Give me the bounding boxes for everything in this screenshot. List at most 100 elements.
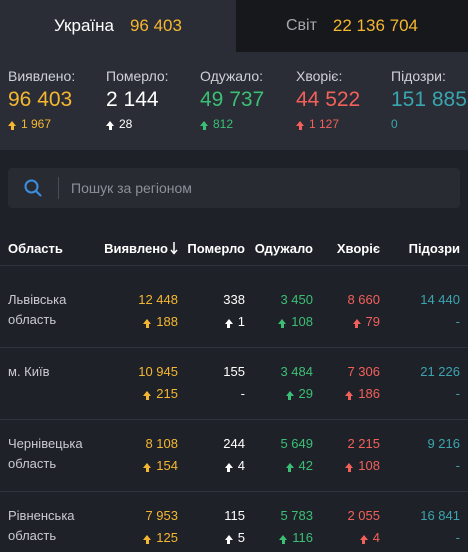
stat-delta: 0 <box>391 117 398 131</box>
arrow-up-icon <box>359 535 368 544</box>
arrow-up-icon <box>285 463 294 472</box>
arrow-up-icon <box>224 463 233 472</box>
cell-value: 2 055 <box>347 508 380 523</box>
cell-value: 5 649 <box>280 436 313 451</box>
column-header-region[interactable]: Область <box>8 241 63 256</box>
arrow-up-icon <box>143 319 152 328</box>
region-name: Львівська область <box>8 290 108 330</box>
stat-label: Підозри: <box>391 68 446 84</box>
region-name: м. Київ <box>8 362 108 382</box>
cell-delta: - <box>420 384 460 404</box>
cell-delta: - <box>223 384 245 404</box>
cell-delta-value: 4 <box>372 530 380 545</box>
cell-confirmed: 12 448 188 <box>138 290 178 332</box>
stat-delta: 812 <box>200 117 264 131</box>
cell-delta-value: 1 <box>237 314 245 329</box>
column-header-confirmed[interactable]: Виявлено <box>104 241 178 256</box>
cell-delta: 154 <box>143 456 178 476</box>
cell-value: 16 841 <box>420 508 460 523</box>
stat-recovered: Одужало: 49 737 812 <box>200 68 264 131</box>
cell-value: 2 215 <box>347 436 380 451</box>
arrow-up-icon <box>296 121 304 130</box>
arrow-up-icon <box>224 535 233 544</box>
stat-delta: 28 <box>106 117 169 131</box>
stat-delta-value: 1 967 <box>21 117 52 131</box>
stat-label: Виявлено: <box>8 68 76 84</box>
arrow-up-icon <box>285 391 294 400</box>
tab-ukraine[interactable]: Україна 96 403 <box>0 0 236 52</box>
cell-value: 9 216 <box>427 436 460 451</box>
tab-world[interactable]: Світ 22 136 704 <box>236 0 468 52</box>
cell-deaths: 155 - <box>223 362 245 404</box>
cell-delta: 108 <box>345 456 380 476</box>
cell-value: 115 <box>224 508 245 523</box>
tab-name: Світ <box>285 17 317 34</box>
search-icon[interactable] <box>8 168 58 208</box>
stat-delta: 1 967 <box>8 117 75 131</box>
cell-delta: 188 <box>138 312 178 332</box>
cell-delta: - <box>427 456 460 476</box>
region-name-line: Рівненська <box>8 508 75 523</box>
stat-value: 151 885 <box>391 88 467 111</box>
stat-delta: 1 127 <box>296 117 360 131</box>
cell-delta: 116 <box>279 528 313 548</box>
cell-value: 21 226 <box>420 364 460 379</box>
column-header-deaths[interactable]: Померло <box>187 241 245 256</box>
summary-panel: Виявлено: 96 403 1 967 Померло: 2 144 28… <box>0 52 468 150</box>
stat-delta-value: 812 <box>213 117 234 131</box>
tab-name: Україна <box>54 16 114 35</box>
cell-value: 244 <box>223 436 245 451</box>
arrow-up-icon <box>278 319 287 328</box>
cell-delta: 5 <box>224 528 245 548</box>
cell-active: 2 055 4 <box>347 506 380 548</box>
cell-deaths: 338 1 <box>223 290 245 332</box>
cell-suspected: 14 440 - <box>420 290 460 332</box>
cell-value: 7 306 <box>347 364 380 379</box>
cell-suspected: 9 216 - <box>427 434 460 476</box>
cell-delta-value: 186 <box>358 386 380 401</box>
table-row[interactable]: Рівненська область 7 953 125 115 5 5 783 116 2 0… <box>0 492 468 552</box>
cell-value: 12 448 <box>138 292 178 307</box>
cell-active: 8 660 79 <box>347 290 380 332</box>
region-name: Рівненська область <box>8 506 108 546</box>
cell-delta: - <box>420 528 460 548</box>
cell-delta: 4 <box>223 456 245 476</box>
cell-value: 155 <box>223 364 245 379</box>
stat-value: 96 403 <box>8 88 73 111</box>
cell-value: 8 108 <box>145 436 178 451</box>
region-name-line: Львівська <box>8 292 67 307</box>
column-header-suspected[interactable]: Підозри <box>408 241 460 256</box>
arrow-up-icon <box>106 121 114 130</box>
cell-delta: 125 <box>143 528 178 548</box>
stat-active: Хворіє: 44 522 1 127 <box>296 68 360 131</box>
cell-delta: 1 <box>223 312 245 332</box>
arrow-up-icon <box>345 391 354 400</box>
cell-suspected: 21 226 - <box>420 362 460 404</box>
cell-value: 8 660 <box>347 292 380 307</box>
cell-delta-value: 79 <box>365 314 380 329</box>
column-header-active[interactable]: Хворіє <box>336 241 380 256</box>
cell-delta-value: 108 <box>291 314 313 329</box>
search-input[interactable] <box>59 180 439 196</box>
column-header-label: Виявлено <box>104 241 168 256</box>
table-row[interactable]: м. Київ 10 945 215 155 - 3 484 29 7 306 186 21 22… <box>0 348 468 420</box>
cell-delta: 79 <box>347 312 380 332</box>
arrow-up-icon <box>345 463 354 472</box>
region-name-line: область <box>8 456 57 471</box>
cell-recovered: 5 649 42 <box>280 434 313 476</box>
cell-value: 338 <box>223 292 245 307</box>
cell-delta: - <box>420 312 460 332</box>
stat-delta-value: 28 <box>119 117 133 131</box>
table-row[interactable]: Чернівецька область 8 108 154 244 4 5 649 42 2 2… <box>0 420 468 492</box>
stat-value: 49 737 <box>200 88 265 111</box>
arrow-up-icon <box>143 535 152 544</box>
stat-value: 44 522 <box>296 88 361 111</box>
region-name-line: область <box>8 312 57 327</box>
table-row[interactable]: Львівська область 12 448 188 338 1 3 450 108 8 6… <box>0 276 468 348</box>
arrow-up-icon <box>279 535 288 544</box>
tab-value: 96 403 <box>129 16 182 35</box>
region-name-line: м. Київ <box>8 364 50 379</box>
column-header-recovered[interactable]: Одужало <box>254 241 313 256</box>
cell-delta-value: 116 <box>292 530 313 545</box>
cell-delta: 215 <box>138 384 178 404</box>
